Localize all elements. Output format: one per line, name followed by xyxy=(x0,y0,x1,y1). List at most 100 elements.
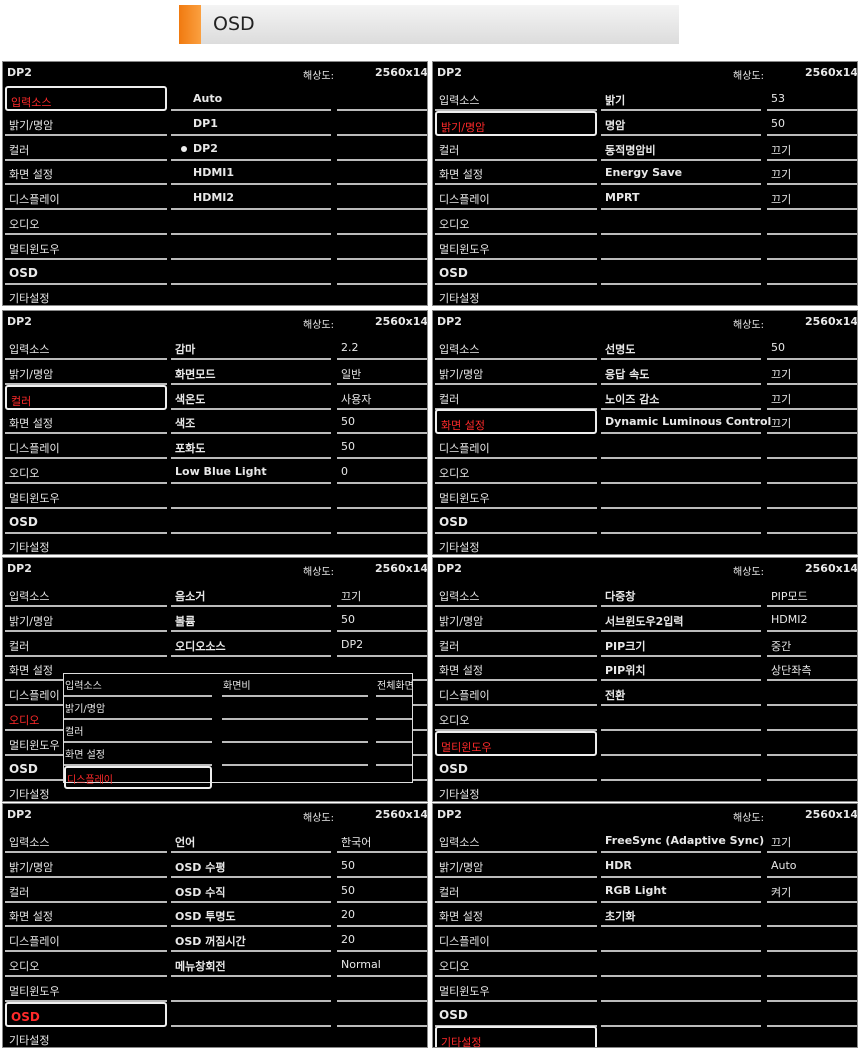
option-row[interactable] xyxy=(171,235,331,260)
value-cell[interactable] xyxy=(767,484,857,509)
menu-item[interactable]: 컬러 xyxy=(5,878,167,903)
menu-item[interactable]: 오디오 xyxy=(435,952,597,977)
menu-item[interactable]: OSD xyxy=(435,260,597,285)
menu-item[interactable]: 컬러 xyxy=(5,384,167,410)
menu-item[interactable]: 컬러 xyxy=(435,385,597,410)
option-row[interactable]: 색조 xyxy=(171,409,331,435)
option-row[interactable] xyxy=(601,484,761,509)
value-cell[interactable] xyxy=(337,235,427,260)
option-row[interactable] xyxy=(171,484,331,509)
option-row[interactable]: OSD 꺼짐시간 xyxy=(171,927,331,953)
option-row[interactable]: PIP위치 xyxy=(601,656,761,682)
option-row[interactable] xyxy=(601,284,761,305)
value-cell[interactable] xyxy=(767,260,857,285)
value-cell[interactable]: 사용자 xyxy=(337,385,427,410)
value-cell[interactable] xyxy=(337,185,427,211)
option-row[interactable] xyxy=(601,952,761,977)
menu-item[interactable]: OSD xyxy=(435,1002,597,1027)
value-cell[interactable]: 중간 xyxy=(767,632,857,657)
option-row[interactable]: 포화도 xyxy=(171,434,331,460)
menu-item[interactable]: 화면 설정 xyxy=(5,902,167,928)
option-row[interactable]: Auto xyxy=(171,86,331,111)
value-cell[interactable] xyxy=(767,977,857,1002)
sub-option-row[interactable] xyxy=(222,720,368,743)
value-cell[interactable] xyxy=(767,756,857,781)
option-row[interactable] xyxy=(601,977,761,1002)
menu-item[interactable]: 입력소스 xyxy=(435,335,597,360)
option-row[interactable]: 메뉴창회전 xyxy=(171,952,331,977)
sub-value-cell[interactable] xyxy=(376,720,412,743)
option-row[interactable]: 선명도 xyxy=(601,335,761,360)
option-row[interactable]: OSD 투명도 xyxy=(171,902,331,928)
option-row[interactable]: 응답 속도 xyxy=(601,360,761,385)
option-row[interactable] xyxy=(171,533,331,554)
menu-item[interactable]: 입력소스 xyxy=(435,86,597,111)
menu-item[interactable]: 밝기/명암 xyxy=(435,360,597,385)
value-cell[interactable] xyxy=(337,210,427,235)
option-row[interactable]: PIP크기 xyxy=(601,632,761,657)
option-row[interactable] xyxy=(171,260,331,285)
menu-item[interactable]: 입력소스 xyxy=(435,828,597,853)
value-cell[interactable]: HDMI2 xyxy=(767,607,857,632)
value-cell[interactable] xyxy=(767,235,857,260)
value-cell[interactable]: Normal xyxy=(337,952,427,977)
menu-item[interactable]: 기타설정 xyxy=(435,533,597,554)
menu-item[interactable]: 화면 설정 xyxy=(435,656,597,682)
value-cell[interactable]: 50 xyxy=(337,409,427,435)
value-cell[interactable]: 50 xyxy=(767,111,857,136)
option-row[interactable] xyxy=(601,210,761,235)
value-cell[interactable] xyxy=(767,284,857,305)
menu-item[interactable]: 기타설정 xyxy=(435,284,597,305)
value-cell[interactable] xyxy=(767,210,857,235)
sub-option-row[interactable] xyxy=(222,697,368,720)
option-row[interactable] xyxy=(601,509,761,534)
option-row[interactable]: Energy Save xyxy=(601,160,761,186)
value-cell[interactable] xyxy=(337,136,427,161)
value-cell[interactable]: 2.2 xyxy=(337,335,427,360)
value-cell[interactable]: 일반 xyxy=(337,360,427,385)
menu-item[interactable]: 밝기/명암 xyxy=(5,607,167,632)
option-row[interactable] xyxy=(601,533,761,554)
menu-item[interactable]: 멀티윈도우 xyxy=(5,484,167,509)
option-row[interactable] xyxy=(601,706,761,731)
value-cell[interactable] xyxy=(337,533,427,554)
option-row[interactable]: HDMI2 xyxy=(171,185,331,211)
value-cell[interactable] xyxy=(337,1002,427,1027)
value-cell[interactable] xyxy=(767,1026,857,1047)
option-row[interactable]: Dynamic Luminous Control xyxy=(601,409,771,435)
sub-menu-item[interactable]: 화면 설정 xyxy=(64,743,212,766)
value-cell[interactable]: 50 xyxy=(767,335,857,360)
option-row[interactable]: 오디오소스 xyxy=(171,632,331,657)
menu-item[interactable]: OSD xyxy=(5,509,167,534)
menu-item[interactable]: 디스플레이 xyxy=(435,927,597,953)
option-row[interactable] xyxy=(171,1002,331,1027)
menu-item[interactable]: 멀티윈도우 xyxy=(435,235,597,260)
value-cell[interactable]: 20 xyxy=(337,902,427,928)
option-row[interactable]: 서브윈도우2입력 xyxy=(601,607,761,632)
menu-item[interactable]: 오디오 xyxy=(435,459,597,484)
menu-item[interactable]: 오디오 xyxy=(5,210,167,235)
value-cell[interactable]: 끄기 xyxy=(767,409,857,435)
menu-item[interactable]: 기타설정 xyxy=(5,284,167,305)
value-cell[interactable] xyxy=(767,533,857,554)
option-row[interactable] xyxy=(171,509,331,534)
menu-item[interactable]: 컬러 xyxy=(435,878,597,903)
sub-value-cell[interactable]: 전체화면 xyxy=(376,674,414,697)
sub-menu-item[interactable]: 밝기/명암 xyxy=(64,697,212,720)
option-row[interactable]: Low Blue Light xyxy=(171,459,331,484)
value-cell[interactable] xyxy=(337,977,427,1002)
value-cell[interactable] xyxy=(337,484,427,509)
menu-item[interactable]: 입력소스 xyxy=(5,335,167,360)
value-cell[interactable]: 끄기 xyxy=(767,185,857,211)
sub-value-cell[interactable] xyxy=(376,743,412,766)
sub-menu-item[interactable]: 디스플레이 xyxy=(64,766,212,789)
option-row[interactable]: HDR xyxy=(601,853,761,878)
value-cell[interactable] xyxy=(767,731,857,756)
menu-item[interactable]: 컬러 xyxy=(5,136,167,161)
option-row[interactable]: 명암 xyxy=(601,111,761,136)
menu-item[interactable]: 입력소스 xyxy=(435,582,597,607)
value-cell[interactable] xyxy=(767,927,857,953)
option-row[interactable] xyxy=(171,1026,331,1047)
value-cell[interactable] xyxy=(767,1002,857,1027)
value-cell[interactable]: PIP모드 xyxy=(767,582,857,607)
